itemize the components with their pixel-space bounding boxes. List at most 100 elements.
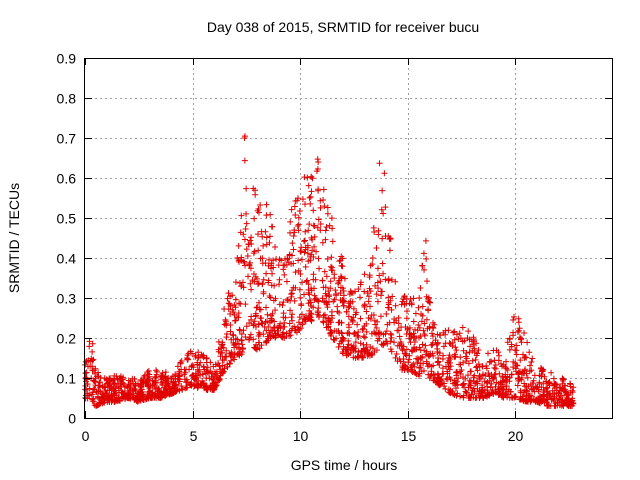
data-point — [379, 288, 386, 295]
data-point — [345, 324, 352, 331]
data-point — [275, 262, 282, 269]
data-point — [416, 295, 423, 302]
data-point — [281, 319, 288, 326]
data-point — [337, 284, 344, 291]
data-point — [254, 281, 261, 288]
data-point — [319, 239, 326, 246]
data-point — [395, 314, 402, 321]
data-point — [426, 299, 433, 306]
data-point — [373, 291, 380, 298]
data-point — [280, 299, 287, 306]
data-point — [94, 402, 101, 409]
data-point — [529, 386, 536, 393]
data-point — [391, 339, 398, 346]
data-point — [255, 332, 262, 339]
data-point — [117, 383, 124, 390]
data-point — [86, 385, 93, 392]
data-point — [510, 329, 517, 336]
data-point — [323, 273, 330, 280]
data-point — [524, 374, 531, 381]
data-point — [295, 214, 302, 221]
data-point — [255, 247, 262, 254]
data-point — [365, 293, 372, 300]
data-point — [238, 283, 245, 290]
data-point — [284, 256, 291, 263]
data-point — [436, 362, 443, 369]
data-point — [514, 375, 521, 382]
data-point — [423, 255, 430, 262]
data-point — [415, 356, 422, 363]
data-point — [283, 278, 290, 285]
data-point — [465, 328, 472, 335]
data-point — [143, 379, 150, 386]
data-point — [82, 374, 89, 381]
data-point — [374, 318, 381, 325]
data-point — [316, 265, 323, 272]
data-point — [199, 352, 206, 359]
data-point — [258, 320, 265, 327]
data-point — [302, 246, 309, 253]
data-point — [434, 331, 441, 338]
data-point — [246, 320, 253, 327]
data-point — [453, 347, 460, 354]
data-point — [99, 383, 106, 390]
data-point — [540, 380, 547, 387]
data-point — [352, 339, 359, 346]
data-point — [284, 296, 291, 303]
data-point — [320, 319, 327, 326]
data-point — [401, 301, 408, 308]
data-point — [221, 305, 228, 312]
data-point — [466, 349, 473, 356]
data-point — [301, 174, 308, 181]
data-point — [250, 336, 257, 343]
data-point — [347, 288, 354, 295]
data-point — [385, 275, 392, 282]
data-point — [325, 299, 332, 306]
data-point — [314, 156, 321, 163]
data-point — [290, 232, 297, 239]
data-point — [216, 375, 223, 382]
data-point — [301, 249, 308, 256]
data-point — [308, 173, 315, 180]
data-point — [87, 358, 94, 365]
data-point — [243, 185, 250, 192]
data-point — [176, 372, 183, 379]
data-point — [435, 354, 442, 361]
y-tick-label: 0.1 — [57, 371, 77, 387]
data-point — [329, 238, 336, 245]
data-point — [266, 239, 273, 246]
data-point — [178, 383, 185, 390]
data-point — [386, 236, 393, 243]
data-point — [413, 346, 420, 353]
data-point — [466, 336, 473, 343]
data-point — [181, 366, 188, 373]
data-point — [472, 356, 479, 363]
data-point — [365, 298, 372, 305]
data-point — [352, 348, 359, 355]
data-point — [382, 233, 389, 240]
data-point — [565, 403, 572, 409]
data-point — [388, 348, 395, 355]
data-point — [370, 224, 377, 231]
data-point — [232, 279, 239, 286]
data-point — [291, 323, 298, 330]
data-point — [451, 354, 458, 361]
data-point — [354, 332, 361, 339]
data-point — [457, 354, 464, 361]
data-point — [223, 331, 230, 338]
data-point — [331, 337, 338, 344]
x-tick-label: 15 — [401, 428, 417, 444]
data-point — [455, 335, 462, 342]
data-point — [452, 379, 459, 386]
data-point — [385, 299, 392, 306]
data-point — [82, 392, 89, 399]
data-point — [473, 364, 480, 371]
data-point — [447, 389, 454, 396]
data-point — [270, 324, 277, 331]
data-point — [312, 276, 319, 283]
data-point — [94, 393, 101, 400]
data-point — [178, 357, 185, 364]
data-point — [421, 266, 428, 273]
data-point — [456, 330, 463, 337]
data-point — [311, 233, 318, 240]
